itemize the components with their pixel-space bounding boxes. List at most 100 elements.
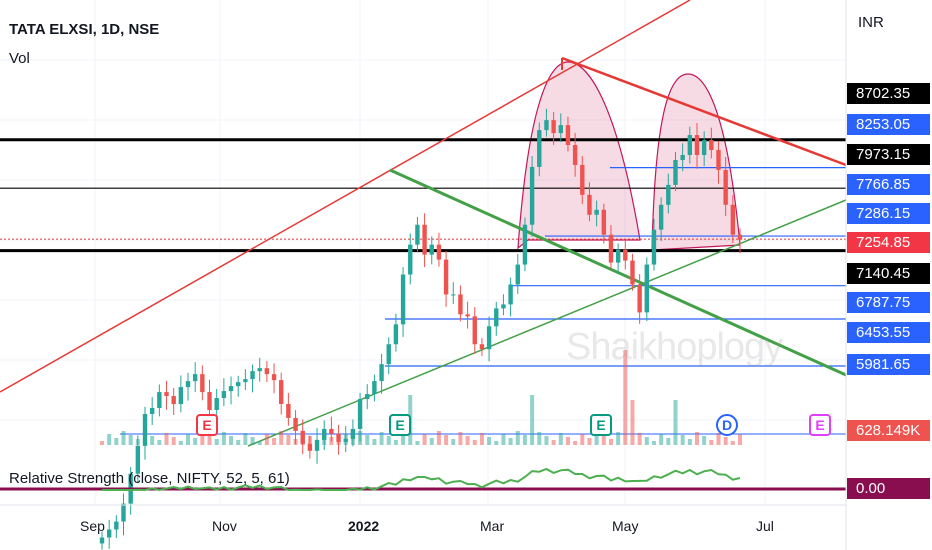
volume-bar xyxy=(530,395,535,445)
price-scale-label[interactable]: 8702.35 xyxy=(847,83,930,104)
candle-body xyxy=(515,264,520,285)
dividend-marker[interactable]: D xyxy=(716,414,738,436)
volume-bar xyxy=(150,436,155,445)
currency-label: INR xyxy=(858,14,884,31)
price-scale-label[interactable]: 7140.45 xyxy=(847,263,930,284)
volume-bar xyxy=(164,433,169,445)
candle-body xyxy=(529,166,535,225)
candle-body xyxy=(257,368,262,372)
volume-bar xyxy=(322,433,327,445)
candle-body xyxy=(580,164,585,195)
candle-body xyxy=(565,125,571,146)
indicator-legend[interactable]: Relative Strength (close, NIFTY, 52, 5, … xyxy=(9,470,290,487)
volume-bar xyxy=(666,438,671,445)
candle-body xyxy=(422,224,427,255)
volume-bar xyxy=(580,434,585,445)
price-scale-label[interactable]: 7254.85 xyxy=(847,232,930,253)
volume-bar xyxy=(401,433,406,445)
volume-bar xyxy=(135,439,140,445)
candle-body xyxy=(501,304,506,309)
candle-body xyxy=(494,308,499,327)
volume-bar xyxy=(200,431,205,445)
volume-bar xyxy=(644,437,649,445)
watermark: Shaikhoplogy xyxy=(566,326,783,368)
rs-pane xyxy=(0,467,846,492)
volume-bar xyxy=(250,437,255,445)
candle-body xyxy=(336,433,341,442)
candle-body xyxy=(200,374,205,393)
candle-body xyxy=(99,537,105,544)
volume-bar xyxy=(472,440,477,445)
resistance-line-red xyxy=(561,56,847,167)
candle-body xyxy=(329,428,334,434)
candle-body xyxy=(709,140,714,151)
volume-bar xyxy=(286,435,291,445)
candle-body xyxy=(651,229,657,265)
price-scale-label[interactable]: 6787.75 xyxy=(847,292,930,313)
symbol-title[interactable]: TATA ELXSI, 1D, NSE xyxy=(9,21,160,38)
candle-body xyxy=(271,374,277,381)
volume-bar xyxy=(243,433,248,445)
pattern-shapes xyxy=(517,61,741,251)
candle-body xyxy=(594,209,599,215)
price-scale-label[interactable]: 7286.15 xyxy=(847,203,930,224)
volume-bar xyxy=(178,441,183,445)
price-scale-label[interactable]: 0.00 xyxy=(847,478,930,499)
volume-bar xyxy=(673,400,678,445)
candle-body xyxy=(687,135,693,155)
volume-bar xyxy=(565,437,570,445)
candle-body xyxy=(386,344,391,365)
volume-bar xyxy=(157,440,162,445)
price-scale-label[interactable]: 6453.55 xyxy=(847,322,930,343)
volume-bar xyxy=(429,438,434,445)
price-scale-label[interactable]: 5981.65 xyxy=(847,354,930,375)
candle-body xyxy=(393,324,399,345)
candle-body xyxy=(164,392,169,397)
price-scale-label[interactable]: 7766.85 xyxy=(847,174,930,195)
volume-bar xyxy=(651,441,656,445)
volume-legend[interactable]: Vol xyxy=(9,50,30,67)
volume-bar xyxy=(465,436,470,445)
earnings-marker[interactable]: E xyxy=(809,414,831,436)
volume-bar xyxy=(329,437,334,445)
volume-bar xyxy=(709,440,714,445)
price-scale-label[interactable]: 7973.15 xyxy=(847,144,930,165)
volume-bar xyxy=(487,437,492,445)
candle-body xyxy=(250,371,255,380)
candle-body xyxy=(730,204,736,235)
earnings-marker[interactable]: E xyxy=(590,414,612,436)
volume-bar xyxy=(501,434,506,445)
candle-body xyxy=(307,443,313,451)
volume-bar xyxy=(143,432,148,445)
volume-bar xyxy=(279,431,284,445)
volume-bar xyxy=(422,434,427,445)
candle-body xyxy=(630,260,635,285)
candle-body xyxy=(508,284,513,305)
candle-body xyxy=(135,445,141,474)
candle-body xyxy=(637,284,642,313)
earnings-marker[interactable]: E xyxy=(389,414,411,436)
volume-bar xyxy=(458,432,463,445)
candle-body xyxy=(415,224,420,245)
candle-body xyxy=(544,120,549,131)
volume-bar xyxy=(415,441,420,445)
price-scale-label[interactable]: 8253.05 xyxy=(847,114,930,135)
candle-body xyxy=(587,194,592,215)
volume-bar xyxy=(508,438,513,445)
volume-bar xyxy=(264,434,269,445)
volume-bar xyxy=(702,436,707,445)
volume-bar xyxy=(494,441,499,445)
volume-bar xyxy=(738,434,742,445)
candle-body xyxy=(243,379,248,383)
candle-body xyxy=(236,382,241,387)
price-scale-label[interactable]: 628.149K xyxy=(847,420,930,441)
volume-bar xyxy=(393,440,398,445)
candle-body xyxy=(465,314,470,317)
candle-body xyxy=(142,413,148,446)
earnings-marker[interactable]: E xyxy=(196,414,218,436)
candle-body xyxy=(221,391,227,399)
volume-bar xyxy=(558,433,563,445)
volume-bar xyxy=(171,437,176,445)
